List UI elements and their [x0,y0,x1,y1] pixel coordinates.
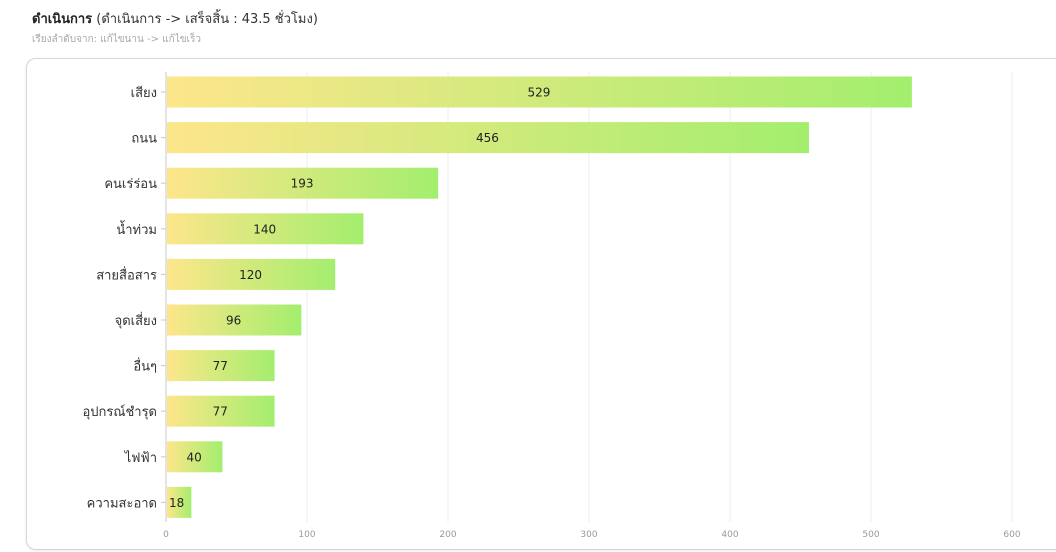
category-label: เสียง [131,85,157,101]
chart-title-detail: (ดำเนินการ -> เสร็จสิ้น : 43.5 ชั่วโมง) [92,12,318,27]
x-tick-label: 500 [862,530,879,540]
bar-value-label: 120 [239,268,262,282]
bar[interactable] [167,486,192,518]
bar-value-label: 193 [291,177,314,191]
bar[interactable] [167,441,223,473]
bar[interactable] [167,258,336,290]
x-tick-label: 300 [580,530,597,540]
bar[interactable] [167,76,912,108]
bar-value-label: 18 [169,496,184,510]
chart-title-bold: ดำเนินการ [32,12,93,27]
bar[interactable] [167,350,275,382]
category-label: คนเร่ร่อน [104,177,157,192]
bar-value-label: 456 [476,131,499,145]
category-label: ไฟฟ้า [124,450,157,466]
x-tick-label: 100 [298,530,315,540]
bar-value-label: 96 [226,314,241,328]
bar[interactable] [167,213,364,245]
x-tick-label: 400 [721,530,738,540]
bar[interactable] [167,167,439,199]
chart-subtitle: เรียงลำดับจาก: แก้ไขนาน -> แก้ไขเร็ว [32,34,201,45]
category-label: อื่นๆ [133,358,157,375]
bar[interactable] [167,395,275,427]
bar[interactable] [167,122,809,154]
x-tick-label: 200 [439,530,456,540]
category-label: ถนน [131,132,157,147]
chart-header: ดำเนินการ (ดำเนินการ -> เสร็จสิ้น : 43.5… [32,8,318,47]
bar-value-label: 140 [253,222,276,236]
bar[interactable] [167,304,302,336]
bar-value-label: 77 [213,359,228,373]
x-tick-label: 0 [163,530,169,540]
bar-value-label: 529 [527,86,550,100]
x-axis-ticks: 0 100 200 300 400 500 600 [163,530,1021,540]
category-label: น้ำท่วม [116,220,157,238]
bars: 529 456 193 140 120 96 77 77 40 18 [167,76,912,518]
category-label: อุปกรณ์ชำรุด [82,404,157,420]
category-label: ความสะอาด [87,496,157,511]
bar-value-label: 77 [213,405,228,419]
category-label: สายสื่อสาร [96,266,157,283]
y-axis: เสียงถนนคนเร่ร่อนน้ำท่วมสายสื่อสารจุดเสี… [82,72,167,522]
x-tick-label: 600 [1003,530,1020,540]
category-label: จุดเสี่ยง [115,312,157,329]
chart-title: ดำเนินการ (ดำเนินการ -> เสร็จสิ้น : 43.5… [32,8,318,29]
bar-value-label: 40 [187,450,202,464]
